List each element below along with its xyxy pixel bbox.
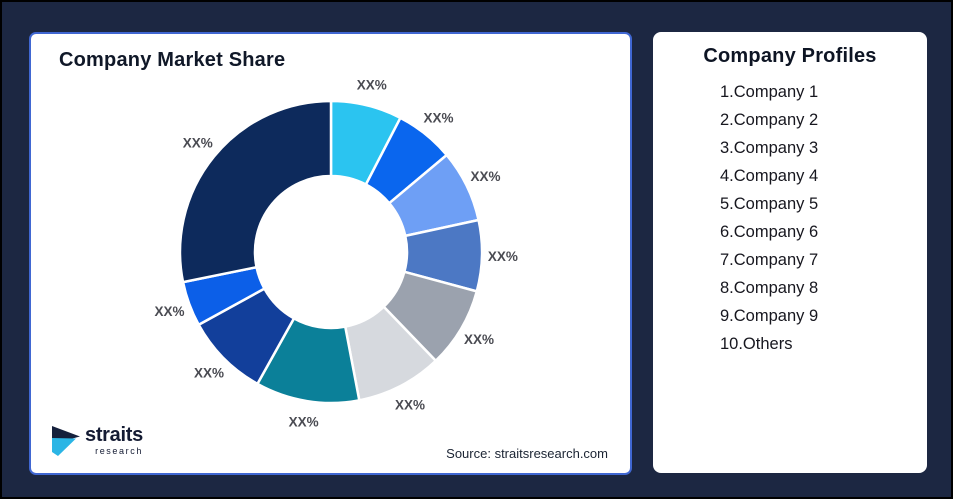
segment-label: XX%	[488, 249, 518, 264]
donut-segment	[178, 99, 333, 284]
logo-subtext: research	[95, 446, 143, 456]
straits-research-logo: straits research	[51, 425, 143, 457]
segment-label: XX%	[464, 332, 494, 347]
logo-name: straits	[85, 424, 143, 446]
market-share-donut-chart: XX% XX% XX% XX% XX% XX% XX% XX% XX% XX%	[154, 77, 518, 429]
chart-title: Company Market Share	[59, 49, 286, 71]
company-profile-item: 1.Company 1	[720, 83, 819, 101]
straits-logo-mark-icon	[52, 426, 80, 456]
company-profile-item: 2.Company 2	[720, 111, 819, 129]
market-share-card: Company Market Share XX% XX% XX% XX% XX% XX% X…	[29, 32, 632, 475]
company-profile-item: 4.Company 4	[720, 167, 819, 185]
segment-label: XX%	[289, 414, 319, 429]
profiles-title: Company Profiles	[703, 45, 877, 67]
company-profile-item: 10.Others	[720, 335, 793, 353]
segment-label: XX%	[395, 397, 425, 412]
company-profile-item: 8.Company 8	[720, 279, 819, 297]
source-text: Source: straitsresearch.com	[446, 446, 608, 461]
segment-label: XX%	[357, 77, 387, 92]
segment-label: XX%	[194, 366, 224, 381]
segment-label: XX%	[154, 304, 184, 319]
company-profile-item: 6.Company 6	[720, 223, 819, 241]
company-profiles-list: 1.Company 1 2.Company 2 3.Company 3 4.Compa…	[720, 83, 819, 364]
company-profile-item: 7.Company 7	[720, 251, 819, 269]
segment-label: XX%	[470, 169, 500, 184]
company-profiles-card: Company Profiles 1.Company 1 2.Company 2 3…	[653, 32, 927, 473]
company-profile-item: 3.Company 3	[720, 139, 819, 157]
segment-label: XX%	[183, 136, 213, 151]
segment-label: XX%	[423, 110, 453, 125]
company-profile-item: 5.Company 5	[720, 195, 819, 213]
company-profile-item: 9.Company 9	[720, 307, 819, 325]
